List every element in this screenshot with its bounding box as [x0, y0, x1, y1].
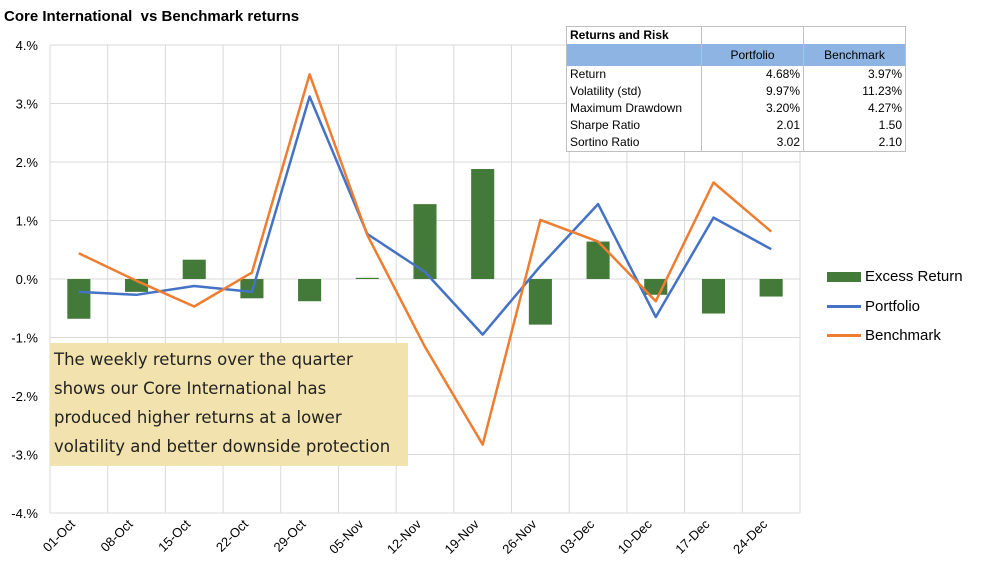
legend-item-excess-return: Excess Return [827, 262, 963, 292]
legend-item-portfolio: Portfolio [827, 292, 963, 322]
table-row: Volatility (std) 9.97% 11.23% [567, 83, 905, 100]
y-tick-label: 0.% [16, 272, 39, 287]
excess-return-bar [701, 279, 725, 314]
excess-return-bar [586, 241, 610, 279]
excess-return-bar [413, 204, 437, 279]
benchmark-value: 4.27% [867, 101, 902, 115]
row-label: Maximum Drawdown [567, 100, 702, 117]
col-header-portfolio: Portfolio [701, 44, 804, 66]
legend-swatch-portfolio [827, 304, 861, 308]
y-tick-label: 3.% [16, 97, 39, 112]
excess-return-bar [298, 279, 322, 302]
portfolio-value: 4.68% [701, 66, 804, 83]
series-lines [78, 73, 773, 446]
legend-label: Benchmark [865, 327, 941, 345]
excess-return-bar [355, 277, 379, 279]
excess-return-bar [528, 279, 552, 325]
row-label: Sharpe Ratio [567, 117, 702, 134]
chart-title: Core International vs Benchmark returns [4, 8, 300, 25]
x-tick-label: 03-Dec [557, 516, 598, 557]
x-tick-label: 05-Nov [326, 516, 367, 557]
legend-swatch-benchmark [827, 334, 861, 338]
table-title: Returns and Risk [567, 27, 702, 44]
x-tick-label: 29-Oct [271, 516, 309, 554]
x-axis: 01-Oct 08-Oct 15-Oct 22-Oct 29-Oct 05-Nov 12-N… [40, 516, 771, 557]
y-tick-label: -3.% [11, 448, 38, 463]
returns-risk-table: Returns and Risk Portfolio Benchmark Ret… [566, 26, 906, 152]
portfolio-value: 9.97% [701, 83, 804, 100]
table-row: Sortino Ratio 3.02 2.10 [567, 134, 905, 151]
legend-label: Portfolio [865, 297, 921, 315]
row-label: Return [567, 66, 702, 83]
y-tick-label: 1.% [16, 214, 39, 229]
x-tick-label: 24-Dec [730, 516, 771, 557]
legend-label: Excess Return [865, 268, 963, 286]
benchmark-line [78, 73, 773, 446]
portfolio-value: 2.01 [701, 117, 804, 134]
row-label: Volatility (std) [567, 83, 702, 100]
annotation-note: The weekly returns over the quarter show… [50, 343, 408, 466]
table-row: Maximum Drawdown 3.20% 4.27% [567, 100, 905, 117]
row-label: Sortino Ratio [567, 134, 702, 151]
y-axis: 4.% 3.% 2.% 1.% 0.% -1.% -2.% -3.% -4.% [11, 38, 38, 521]
y-tick-label: 4.% [16, 38, 39, 53]
excess-return-bar [471, 169, 495, 279]
legend-swatch-excess-return [827, 271, 861, 282]
y-tick-label: -4.% [11, 506, 38, 521]
benchmark-value: 3.97% [867, 67, 902, 81]
legend-item-benchmark: Benchmark [827, 321, 963, 351]
x-tick-label: 12-Nov [384, 516, 425, 557]
portfolio-line [78, 95, 772, 336]
note-line: volatility and better downside protectio… [54, 437, 391, 456]
table-row: Sharpe Ratio 2.01 1.50 [567, 117, 905, 134]
x-tick-label: 08-Oct [97, 516, 135, 554]
excess-return-bars [67, 169, 783, 325]
portfolio-value: 3.02 [701, 134, 804, 151]
x-tick-label: 19-Nov [442, 516, 483, 557]
note-line: The weekly returns over the quarter [54, 350, 353, 369]
y-tick-label: 2.% [16, 155, 39, 170]
x-tick-label: 22-Oct [213, 516, 251, 554]
x-tick-label: 01-Oct [40, 516, 78, 554]
col-header-benchmark: Benchmark [803, 44, 905, 66]
benchmark-value: 11.23% [862, 84, 902, 98]
y-tick-label: -1.% [11, 331, 38, 346]
x-tick-label: 10-Dec [615, 516, 656, 557]
portfolio-value: 3.20% [701, 100, 804, 117]
benchmark-value: 2.10 [878, 135, 902, 149]
note-line: produced higher returns at a lower [54, 408, 342, 427]
excess-return-bar [67, 279, 91, 319]
y-tick-label: -2.% [11, 389, 38, 404]
benchmark-value: 1.50 [878, 118, 902, 132]
x-tick-label: 17-Dec [672, 516, 713, 557]
excess-return-bar [759, 279, 783, 297]
table-row: Return 4.68% 3.97% [567, 66, 905, 83]
x-tick-label: 26-Nov [499, 516, 540, 557]
chart-legend: Excess Return Portfolio Benchmark [827, 262, 963, 351]
x-tick-label: 15-Oct [155, 516, 193, 554]
note-line: shows our Core International has [54, 379, 327, 398]
excess-return-bar [182, 259, 206, 279]
